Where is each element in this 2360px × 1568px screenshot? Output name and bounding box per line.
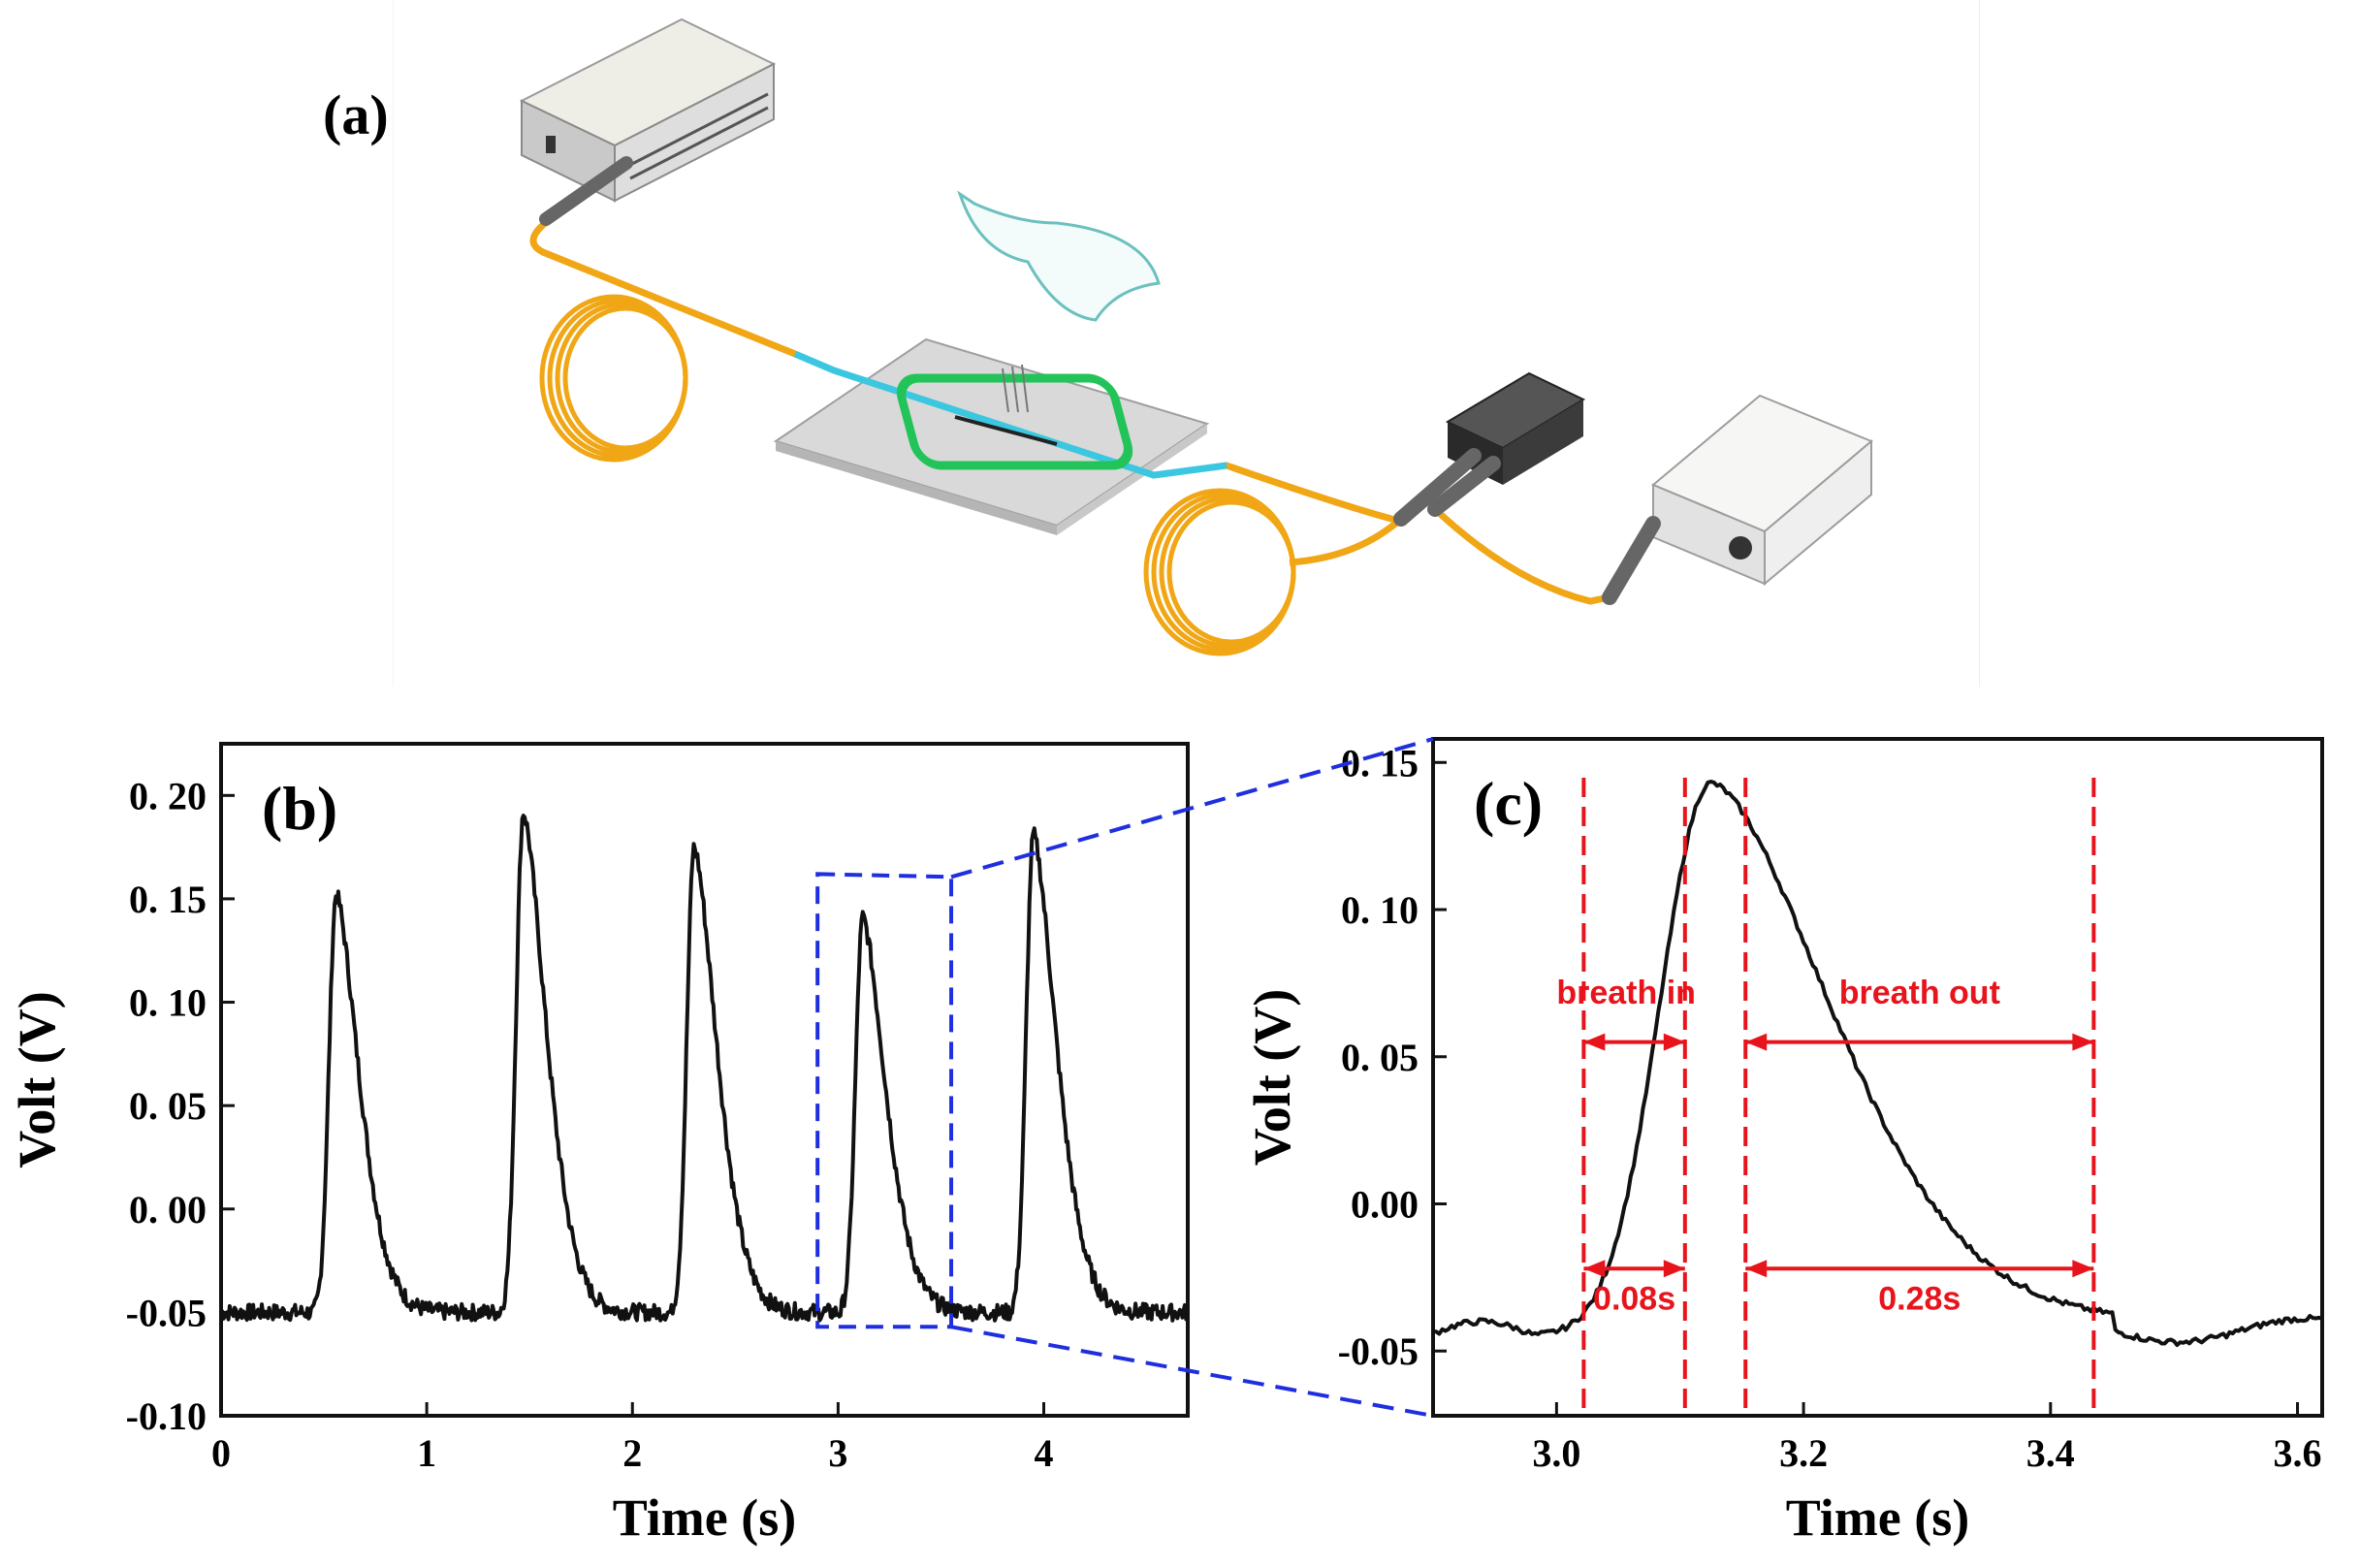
- panel-a-label: (a): [323, 83, 389, 146]
- chart1-x-tick-label: 3.4: [2026, 1431, 2075, 1475]
- hand-icon: [957, 190, 1161, 322]
- light-source-device: [519, 17, 777, 203]
- chart0-x-tick-label: 0: [211, 1431, 231, 1475]
- breath-out-arrow-arrowhead-right: [2072, 1033, 2094, 1051]
- zoom-connector-top: [950, 737, 1434, 880]
- chart0-y-tick-label: 0. 20: [129, 774, 207, 817]
- chart0-x-axis-label: Time (s): [613, 1488, 796, 1547]
- zoom-box: [815, 872, 954, 1329]
- chart0-panel-label: (b): [262, 774, 337, 843]
- breath-in-arrow-arrowhead-right: [1663, 1033, 1685, 1051]
- exhale-duration-arrow-arrowhead-right: [2072, 1260, 2094, 1278]
- chart0-y-tick-label: 0. 00: [129, 1188, 207, 1232]
- sensor-substrate: [773, 337, 1228, 535]
- chart0-plot-frame: [219, 742, 1190, 1418]
- fiber-coil-left: [539, 294, 688, 463]
- annotation-label: breath in: [1556, 975, 1696, 1011]
- chart0-y-tick-label: 0. 05: [129, 1084, 207, 1128]
- chart0-x-tick-label: 1: [417, 1431, 436, 1475]
- chart1-y-tick-label: 0. 05: [1341, 1036, 1419, 1079]
- chart0-series-line: [219, 814, 1190, 1323]
- chart1-series-line: [1432, 780, 2323, 1348]
- setup-illustration-panel: [393, 0, 1980, 687]
- annotation-label: 0.08s: [1593, 1281, 1675, 1318]
- chart0-x-tick-label: 2: [622, 1431, 642, 1475]
- chart0-y-axis-label: Volt (V): [8, 991, 66, 1168]
- chart1-x-tick-label: 3.0: [1532, 1431, 1580, 1475]
- oscilloscope-device: [1602, 394, 1873, 605]
- exhale-duration-arrow-arrowhead-left: [1745, 1260, 1768, 1278]
- breath-out-arrow-arrowhead-left: [1745, 1033, 1768, 1051]
- chart1-plot-frame: [1431, 737, 2324, 1418]
- chart0-x-tick-label: 3: [828, 1431, 847, 1475]
- chart1-panel-label: (c): [1474, 769, 1543, 838]
- annotation-label: 0.28s: [1878, 1281, 1961, 1318]
- chart1-x-tick-label: 3.6: [2274, 1431, 2322, 1475]
- setup-illustration: (a): [323, 17, 1873, 656]
- fiber-coil-right: [1143, 488, 1296, 656]
- chart0-y-tick-label: 0. 10: [129, 981, 207, 1025]
- chart1-y-tick-label: 0.00: [1351, 1182, 1419, 1226]
- chart0-x-tick-label: 4: [1035, 1431, 1054, 1475]
- inhale-duration-arrow-arrowhead-right: [1663, 1260, 1685, 1278]
- inhale-duration-arrow-arrowhead-left: [1583, 1260, 1606, 1278]
- chart1-y-axis-label: Volt (V): [1243, 989, 1301, 1167]
- breath-in-arrow-arrowhead-left: [1583, 1033, 1606, 1051]
- chart1-y-tick-label: 0. 10: [1341, 888, 1419, 932]
- photodetector-device: [1393, 371, 1586, 527]
- zoom-connector-bottom: [950, 1325, 1434, 1418]
- chart0-y-tick-label: -0.05: [126, 1291, 207, 1334]
- fiber-connector: [539, 156, 633, 226]
- chart0-y-tick-label: 0. 15: [129, 878, 207, 921]
- annotation-label: breath out: [1839, 975, 2000, 1011]
- chart1-x-tick-label: 3.2: [1779, 1431, 1828, 1475]
- chart0-y-tick-label: -0.10: [126, 1394, 207, 1438]
- chart1-y-tick-label: -0.05: [1338, 1329, 1419, 1373]
- chart1-x-axis-label: Time (s): [1786, 1488, 1969, 1547]
